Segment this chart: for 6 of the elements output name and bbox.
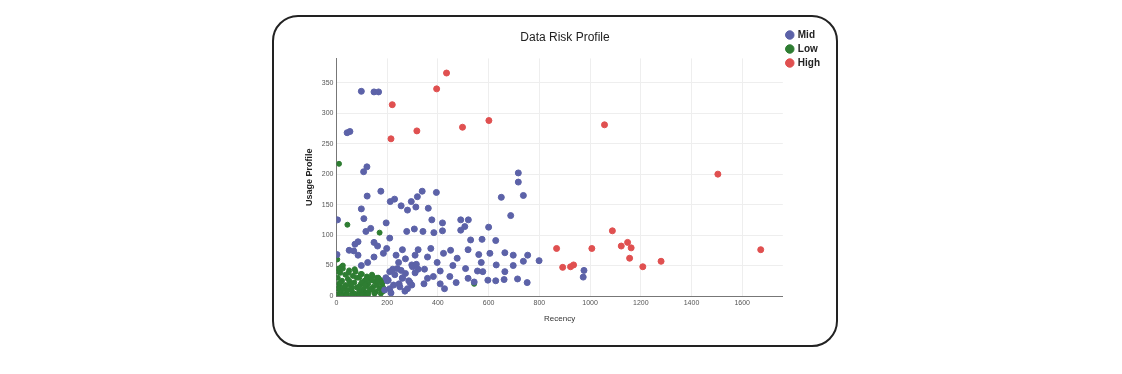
legend-label: High	[797, 56, 820, 68]
legend-label: Low	[797, 42, 818, 54]
legend-label: Mid	[797, 28, 815, 40]
x-axis-title: Recency	[544, 314, 576, 324]
y-axis-title: Usage Profile	[303, 148, 314, 206]
chart-title: Data Risk Profile	[520, 29, 610, 44]
